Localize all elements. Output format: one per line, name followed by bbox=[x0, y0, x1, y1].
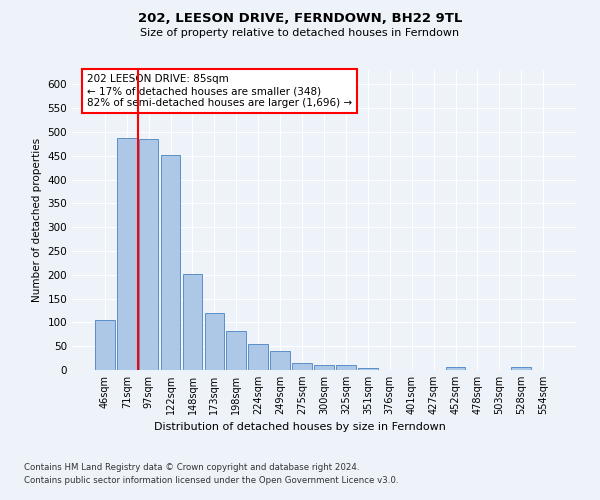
Bar bbox=[446, 367, 466, 370]
Bar bbox=[226, 331, 246, 370]
Text: Contains HM Land Registry data © Crown copyright and database right 2024.: Contains HM Land Registry data © Crown c… bbox=[24, 462, 359, 471]
Bar bbox=[117, 138, 137, 370]
Text: Contains public sector information licensed under the Open Government Licence v3: Contains public sector information licen… bbox=[24, 476, 398, 485]
Bar bbox=[161, 155, 181, 370]
Text: 202 LEESON DRIVE: 85sqm
← 17% of detached houses are smaller (348)
82% of semi-d: 202 LEESON DRIVE: 85sqm ← 17% of detache… bbox=[87, 74, 352, 108]
Text: Distribution of detached houses by size in Ferndown: Distribution of detached houses by size … bbox=[154, 422, 446, 432]
Bar bbox=[205, 314, 224, 370]
Bar bbox=[139, 138, 158, 370]
Y-axis label: Number of detached properties: Number of detached properties bbox=[32, 138, 42, 302]
Bar bbox=[511, 366, 531, 370]
Bar bbox=[314, 365, 334, 370]
Bar bbox=[336, 365, 356, 370]
Text: Size of property relative to detached houses in Ferndown: Size of property relative to detached ho… bbox=[140, 28, 460, 38]
Bar bbox=[182, 274, 202, 370]
Bar bbox=[95, 320, 115, 370]
Bar bbox=[248, 344, 268, 370]
Text: 202, LEESON DRIVE, FERNDOWN, BH22 9TL: 202, LEESON DRIVE, FERNDOWN, BH22 9TL bbox=[138, 12, 462, 26]
Bar bbox=[358, 368, 378, 370]
Bar bbox=[292, 363, 312, 370]
Bar bbox=[270, 351, 290, 370]
